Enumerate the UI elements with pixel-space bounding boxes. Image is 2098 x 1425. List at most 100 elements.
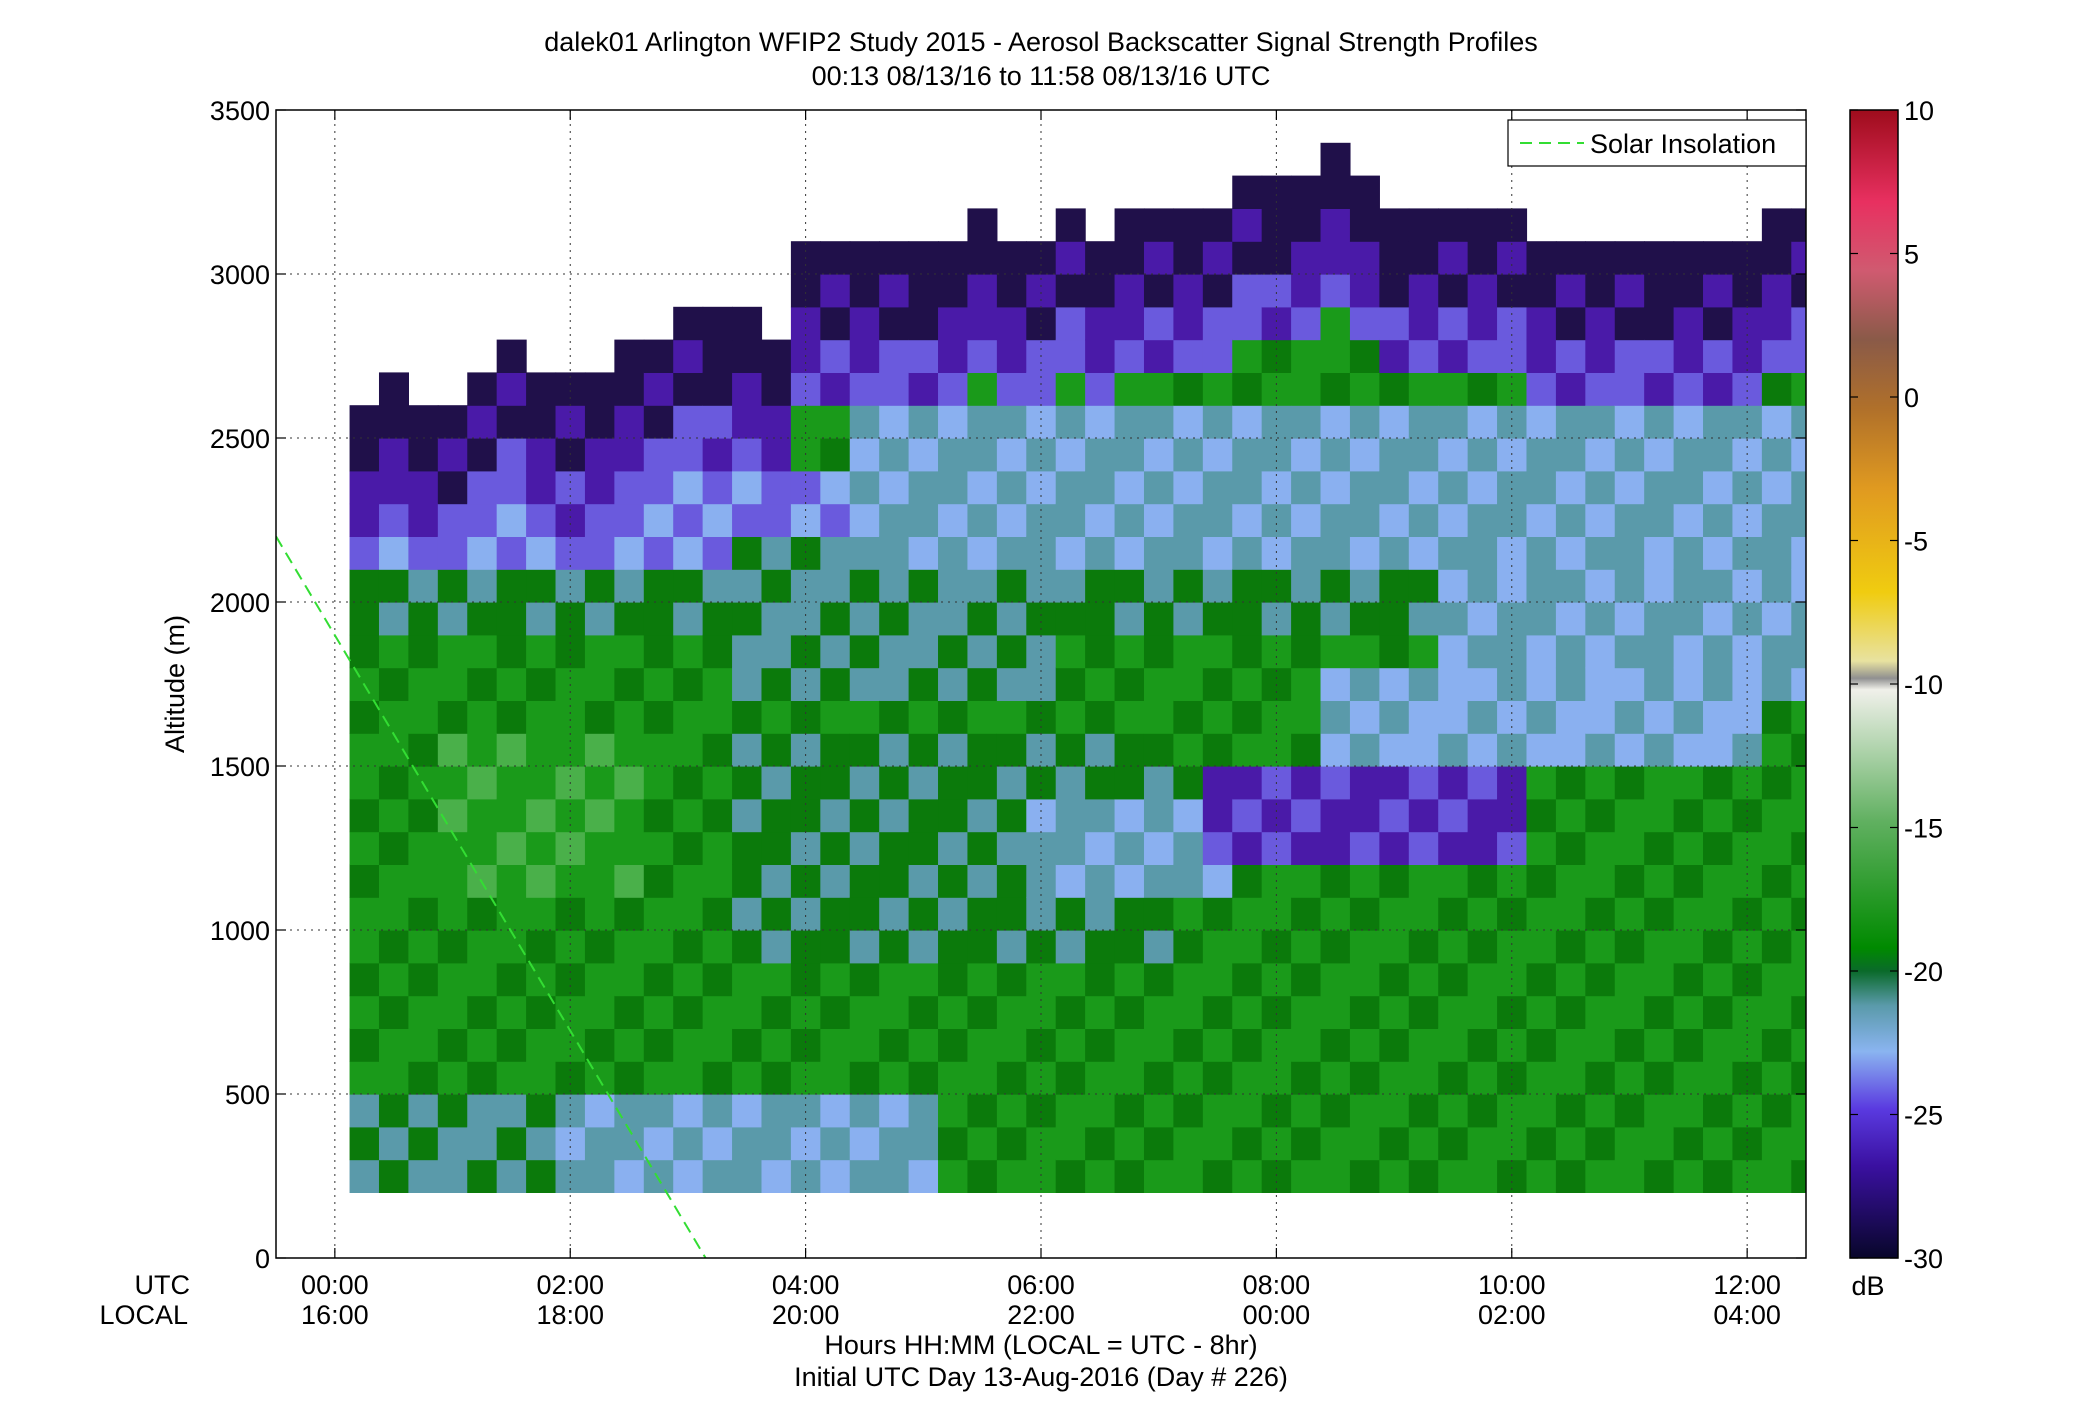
heatmap-cell — [673, 897, 704, 931]
heatmap-cell — [1761, 405, 1792, 439]
heatmap-cell — [732, 1126, 763, 1161]
heatmap-cell — [1526, 602, 1557, 636]
heatmap-cell — [732, 1094, 763, 1128]
heatmap-cell — [1614, 766, 1645, 800]
heatmap-cell — [1114, 372, 1145, 406]
heatmap-cell — [761, 1028, 792, 1062]
heatmap-cell — [1232, 864, 1263, 898]
heatmap-cell — [1143, 700, 1174, 734]
heatmap-cell — [1320, 470, 1351, 505]
heatmap-cell — [761, 831, 792, 865]
heatmap-cell — [1202, 995, 1233, 1029]
heatmap-cell — [938, 306, 969, 341]
heatmap-cell — [761, 339, 792, 373]
heatmap-cell — [967, 274, 998, 308]
heatmap-cell — [761, 602, 792, 636]
heatmap-cell — [1555, 274, 1586, 308]
heatmap-cell — [1055, 339, 1086, 373]
heatmap-cell — [467, 962, 498, 997]
heatmap-cell — [526, 1061, 557, 1095]
heatmap-cell — [908, 1094, 939, 1128]
heatmap-cell — [1408, 470, 1439, 505]
heatmap-cell — [1232, 306, 1263, 341]
heatmap-cell — [790, 536, 821, 570]
heatmap-cell — [584, 536, 615, 570]
heatmap-cell — [1673, 536, 1704, 570]
heatmap-cell — [1232, 1126, 1263, 1161]
heatmap-cell — [1349, 766, 1380, 800]
heatmap-cell — [1467, 569, 1498, 603]
heatmap-cell — [1467, 208, 1498, 242]
heatmap-cell — [1202, 766, 1233, 800]
heatmap-cell — [996, 831, 1027, 865]
heatmap-cell — [1261, 995, 1292, 1029]
heatmap-cell — [732, 667, 763, 701]
heatmap-cell — [467, 1061, 498, 1095]
heatmap-cell — [1320, 175, 1351, 209]
heatmap-cell — [1438, 503, 1469, 537]
heatmap-cell — [584, 1094, 615, 1128]
heatmap-cell — [732, 438, 763, 472]
heatmap-cell — [614, 831, 645, 865]
heatmap-cell — [408, 995, 439, 1029]
heatmap-cell — [879, 274, 910, 308]
heatmap-cell — [1085, 766, 1116, 800]
heatmap-cell — [702, 503, 733, 537]
heatmap-cell — [702, 536, 733, 570]
heatmap-cell — [1761, 438, 1792, 472]
heatmap-cell — [1791, 438, 1806, 472]
heatmap-cell — [614, 700, 645, 734]
heatmap-cell — [1143, 339, 1174, 373]
heatmap-cell — [467, 569, 498, 603]
heatmap-cell — [1173, 306, 1204, 341]
heatmap-cell — [1379, 1126, 1410, 1161]
heatmap-cell — [584, 602, 615, 636]
heatmap-cell — [1761, 700, 1792, 734]
heatmap-cell — [908, 1061, 939, 1095]
heatmap-cell — [1114, 634, 1145, 669]
heatmap-cell — [643, 339, 674, 373]
heatmap-cell — [1703, 667, 1734, 701]
heatmap-cell — [378, 766, 409, 800]
heatmap-cell — [1379, 897, 1410, 931]
heatmap-cell — [614, 1126, 645, 1161]
heatmap-cell — [967, 1028, 998, 1062]
heatmap-cell — [1791, 1094, 1806, 1128]
heatmap-cell — [1026, 1159, 1057, 1193]
heatmap-cell — [1349, 372, 1380, 406]
heatmap-cell — [967, 470, 998, 505]
heatmap-cell — [996, 602, 1027, 636]
heatmap-cell — [526, 405, 557, 439]
heatmap-cell — [996, 1159, 1027, 1193]
heatmap-cell — [1791, 274, 1806, 308]
heatmap-cell — [673, 306, 704, 341]
heatmap-cell — [1202, 733, 1233, 767]
heatmap-cell — [967, 1094, 998, 1128]
heatmap-cell — [1202, 864, 1233, 898]
heatmap-cell — [820, 831, 851, 865]
heatmap-cell — [643, 1094, 674, 1128]
heatmap-cell — [967, 306, 998, 341]
heatmap-cell — [1173, 733, 1204, 767]
heatmap-cell — [967, 733, 998, 767]
heatmap-cell — [1673, 667, 1704, 701]
heatmap-cell — [643, 405, 674, 439]
heatmap-cell — [879, 569, 910, 603]
heatmap-cell — [1614, 1094, 1645, 1128]
heatmap-cell — [849, 274, 880, 308]
heatmap-cell — [1673, 569, 1704, 603]
heatmap-cell — [555, 470, 586, 505]
heatmap-cell — [1673, 372, 1704, 406]
heatmap-cell — [643, 470, 674, 505]
heatmap-cell — [1085, 667, 1116, 701]
heatmap-cell — [1232, 274, 1263, 308]
heatmap-cell — [938, 1094, 969, 1128]
heatmap-cell — [1202, 634, 1233, 669]
heatmap-cell — [1644, 339, 1675, 373]
y-tick-label: 1000 — [210, 916, 270, 946]
heatmap-cell — [437, 602, 468, 636]
heatmap-cell — [643, 897, 674, 931]
heatmap-cell — [1555, 766, 1586, 800]
heatmap-cell — [467, 438, 498, 472]
